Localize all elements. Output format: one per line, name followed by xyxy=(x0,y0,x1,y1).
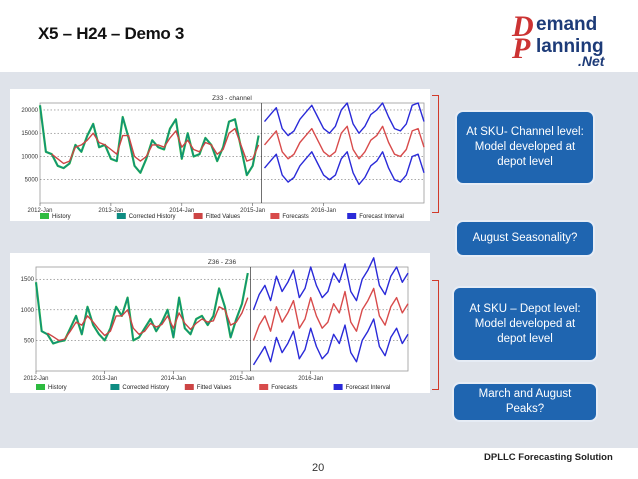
slide-title: X5 – H24 – Demo 3 xyxy=(38,24,185,43)
chart-title: Z33 - channel xyxy=(212,95,252,102)
logo-line1: emand xyxy=(536,14,597,35)
legend-label: Forecast Interval xyxy=(359,214,404,220)
series-forecasts xyxy=(252,287,409,341)
y-tick-label: 15000 xyxy=(21,131,38,137)
logo-line3: .Net xyxy=(578,53,606,68)
legend-swatch xyxy=(40,213,49,219)
x-tick-label: 2015-Jan xyxy=(230,376,255,382)
legend-label: Corrected History xyxy=(122,385,169,391)
logo-line2: lanning xyxy=(536,36,604,57)
callout-sku-depot: At SKU – Depot level: Model developed at… xyxy=(452,286,598,362)
bottom-divider xyxy=(0,442,638,448)
bracket-top xyxy=(432,95,439,213)
chart-z36: Z36 - Z36 500 1000 1500 2012-Jan 2013-Jan 2014… xyxy=(10,253,430,393)
legend-label: Fitted Values xyxy=(206,214,241,220)
series-fitted-values xyxy=(47,297,249,342)
y-tick-label: 10000 xyxy=(21,154,38,160)
legend-label: Forecasts xyxy=(271,385,297,391)
legend-swatch xyxy=(184,384,194,390)
callout-march-august: March and August Peaks? xyxy=(452,382,598,422)
bracket-bottom xyxy=(432,280,439,390)
demandplanning-logo: D emand P lanning .Net xyxy=(511,10,606,68)
x-tick-label: 2012-Jan xyxy=(27,208,52,214)
x-tick-label: 2012-Jan xyxy=(23,376,48,382)
legend-swatch xyxy=(193,213,203,219)
y-tick-label: 20000 xyxy=(21,108,38,114)
plot-frame xyxy=(35,266,409,372)
series-forecasts xyxy=(263,125,425,160)
y-tick-label: 5000 xyxy=(25,178,39,184)
x-tick-label: 2013-Jan xyxy=(92,376,117,382)
chart-title: Z36 - Z36 xyxy=(208,259,237,266)
callout-sku-channel-text: At SKU- Channel level: Model developed a… xyxy=(466,126,584,168)
legend-label: Corrected History xyxy=(129,214,176,220)
callout-august: August Seasonality? xyxy=(455,220,595,257)
x-tick-label: 2016-Jan xyxy=(298,376,323,382)
legend-label: Forecast Interval xyxy=(346,385,391,391)
plot-frame xyxy=(39,102,425,204)
chart-z33-svg: Z33 - channel 5000 10000 15000 20000 2012-Jan… xyxy=(21,95,425,220)
chart-z33-channel: Z33 - channel 5000 10000 15000 20000 2012-Jan… xyxy=(10,89,430,221)
x-tick-label: 2016-Jan xyxy=(311,208,336,214)
series-fitted-values xyxy=(51,127,260,165)
legend-swatch xyxy=(110,384,120,390)
x-tick-label: 2014-Jan xyxy=(169,208,194,214)
footer-text: DPLLC Forecasting Solution xyxy=(484,452,613,463)
callout-sku-channel: At SKU- Channel level: Model developed a… xyxy=(455,110,595,185)
x-tick-label: 2014-Jan xyxy=(161,376,186,382)
series-forecast-interval xyxy=(263,151,425,186)
legend-swatch xyxy=(347,213,357,219)
legend-swatch xyxy=(259,384,269,390)
y-tick-label: 500 xyxy=(24,338,35,344)
page-number: 20 xyxy=(312,462,325,474)
legend-label: History xyxy=(52,214,71,220)
legend-label: History xyxy=(48,385,67,391)
legend-swatch xyxy=(116,213,126,219)
callout-sku-depot-text: At SKU – Depot level: Model developed at… xyxy=(469,302,581,345)
y-tick-label: 1500 xyxy=(21,277,35,283)
series-forecast-interval xyxy=(252,257,409,311)
y-tick-label: 1000 xyxy=(21,308,35,314)
callout-august-text: August Seasonality? xyxy=(472,232,578,244)
x-tick-label: 2013-Jan xyxy=(98,208,123,214)
legend-swatch xyxy=(36,384,45,390)
chart-z36-svg: Z36 - Z36 500 1000 1500 2012-Jan 2013-Jan 2014… xyxy=(21,257,409,391)
series-forecast-interval xyxy=(252,318,409,366)
legend-label: Fitted Values xyxy=(197,385,232,391)
legend-label: Forecasts xyxy=(282,214,308,220)
callout-march-august-text: March and August Peaks? xyxy=(478,388,572,415)
legend-swatch xyxy=(270,213,280,219)
logo-initial-p: P xyxy=(511,32,531,65)
x-tick-label: 2015-Jan xyxy=(240,208,265,214)
legend-swatch xyxy=(333,384,343,390)
series-forecast-interval xyxy=(263,102,425,137)
logo-initial-d: D xyxy=(511,10,534,43)
